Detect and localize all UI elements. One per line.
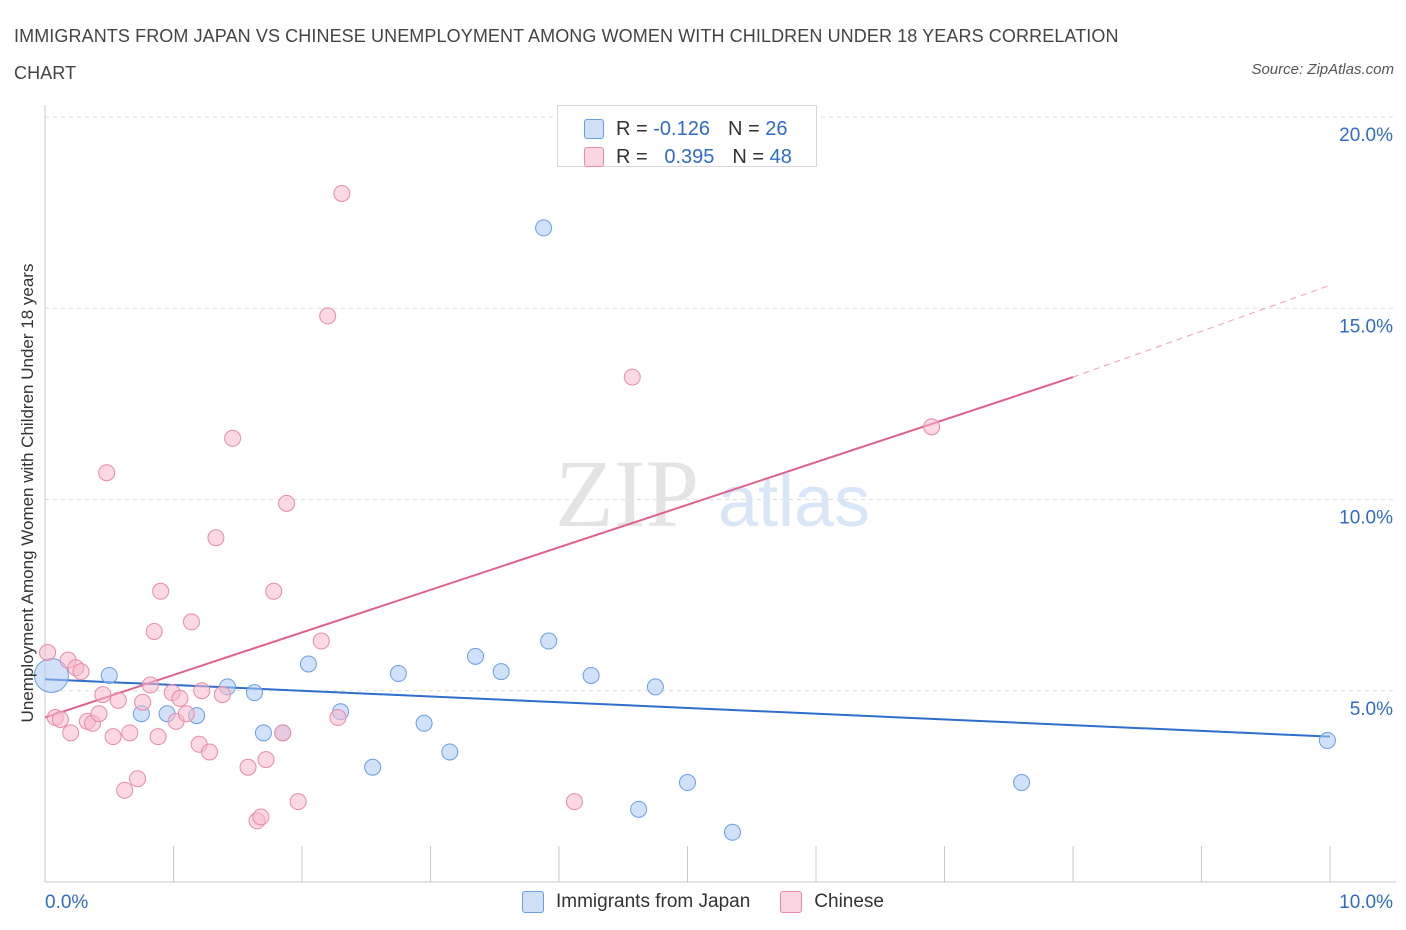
y-tick-label: 20.0% xyxy=(1339,125,1393,146)
trend-line-chinese xyxy=(44,376,1074,719)
point-chinese xyxy=(257,751,275,769)
point-chinese xyxy=(129,770,147,788)
trend-line-japan xyxy=(44,678,1331,738)
source-label: Source: ZipAtlas.com xyxy=(1251,61,1394,78)
trend-extension-chinese xyxy=(1072,284,1331,378)
y-tick-label: 5.0% xyxy=(1350,699,1393,720)
watermark-zip: ZIP xyxy=(555,440,699,547)
point-chinese xyxy=(623,368,641,386)
point-japan xyxy=(1013,774,1031,792)
point-chinese xyxy=(152,582,170,600)
point-chinese xyxy=(72,663,90,681)
legend-swatch-japan xyxy=(584,119,604,139)
point-chinese xyxy=(319,307,337,325)
legend-r-label: R = xyxy=(616,145,648,168)
legend-n-label: N = xyxy=(727,117,760,140)
legend-label-japan: Immigrants from Japan xyxy=(555,891,751,912)
point-chinese xyxy=(98,464,116,482)
legend-swatch-chinese xyxy=(584,147,604,167)
correlation-legend: R = -0.126 N = 26 R = 0.395 N = 48 xyxy=(557,105,817,168)
point-chinese xyxy=(94,686,112,704)
point-japan xyxy=(100,666,118,684)
point-chinese xyxy=(565,793,583,811)
point-chinese xyxy=(109,691,127,709)
point-chinese xyxy=(239,758,257,776)
point-japan xyxy=(245,684,263,702)
point-japan xyxy=(254,724,272,742)
watermark: ZIP atlas xyxy=(555,440,870,547)
point-japan xyxy=(389,665,407,683)
point-chinese xyxy=(274,724,292,742)
point-chinese xyxy=(182,613,200,631)
legend-n-label: N = xyxy=(732,145,765,168)
point-chinese xyxy=(171,689,189,707)
point-chinese xyxy=(329,709,347,727)
point-chinese xyxy=(104,728,122,746)
point-chinese xyxy=(213,686,231,704)
tick-labels: 5.0% 10.0% 15.0% 20.0% 0.0% 10.0% xyxy=(45,125,1393,913)
point-japan xyxy=(441,743,459,761)
point-chinese xyxy=(177,705,195,723)
legend-item-japan[interactable]: Immigrants from Japan xyxy=(521,891,751,913)
point-japan xyxy=(492,663,510,681)
legend-row-chinese: R = 0.395 N = 48 xyxy=(584,143,792,171)
point-japan xyxy=(723,823,741,841)
point-chinese xyxy=(141,676,159,694)
point-chinese xyxy=(333,185,351,202)
grid-lines xyxy=(45,116,1396,692)
point-chinese xyxy=(224,429,242,447)
legend-label-chinese: Chinese xyxy=(814,891,884,912)
y-tick-label: 15.0% xyxy=(1339,316,1393,337)
point-chinese xyxy=(265,582,283,600)
point-japan xyxy=(466,647,484,665)
point-japan xyxy=(535,219,553,237)
axes xyxy=(44,105,1396,883)
point-chinese xyxy=(207,529,225,547)
point-chinese xyxy=(200,743,218,761)
y-tick-label: 10.0% xyxy=(1339,508,1393,529)
point-chinese xyxy=(278,494,296,512)
legend-row-japan: R = -0.126 N = 26 xyxy=(584,115,787,143)
point-japan xyxy=(299,655,317,673)
legend-item-chinese[interactable]: Chinese xyxy=(780,891,884,913)
legend-r-value: 0.395 xyxy=(664,145,715,168)
point-chinese xyxy=(252,808,270,826)
point-chinese xyxy=(51,710,69,728)
legend-n-value: 48 xyxy=(769,145,792,168)
chart-title: IMMIGRANTS FROM JAPAN VS CHINESE UNEMPLO… xyxy=(14,26,1119,83)
point-chinese xyxy=(312,632,330,650)
point-japan xyxy=(364,758,382,776)
series-legend: Immigrants from Japan Chinese xyxy=(0,888,1406,916)
point-chinese xyxy=(62,724,80,742)
legend-r-value: -0.126 xyxy=(653,117,710,140)
point-japan xyxy=(646,678,664,696)
legend-swatch-chinese xyxy=(780,891,803,913)
x-tick-label: 10.0% xyxy=(1339,892,1393,913)
x-tick-label: 0.0% xyxy=(45,892,88,913)
point-chinese xyxy=(145,622,163,640)
point-japan xyxy=(679,774,696,792)
legend-n-value: 26 xyxy=(765,117,788,140)
point-japan xyxy=(1318,731,1336,749)
legend-r-label: R = xyxy=(616,117,648,140)
point-chinese xyxy=(149,728,167,746)
point-chinese xyxy=(90,705,108,723)
point-chinese xyxy=(121,724,139,742)
point-japan xyxy=(630,800,648,818)
point-chinese xyxy=(134,693,152,711)
y-axis-label: Unemployment Among Women with Children U… xyxy=(18,263,37,723)
point-chinese xyxy=(289,793,307,811)
watermark-atlas: atlas xyxy=(718,462,870,542)
point-japan xyxy=(540,632,558,650)
point-chinese xyxy=(193,682,211,700)
point-chinese xyxy=(39,644,57,661)
point-chinese xyxy=(923,418,941,436)
point-japan xyxy=(582,666,600,684)
legend-swatch-japan xyxy=(521,891,544,913)
point-japan xyxy=(415,714,433,732)
point-chinese xyxy=(116,781,134,799)
data-points xyxy=(33,185,1336,841)
